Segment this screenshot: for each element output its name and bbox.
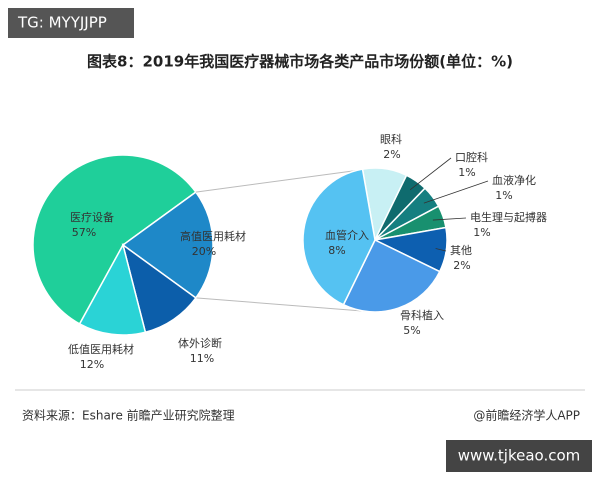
slice-value: 20% [192, 245, 216, 258]
leader-line [423, 180, 489, 204]
site: www.tjkeao.com [458, 447, 581, 465]
watermark-box [8, 8, 134, 38]
leader-line [409, 157, 452, 191]
breakdown-value: 1% [458, 166, 475, 179]
watermark: TG: MYYJJPP [17, 14, 107, 32]
breakdown-label: 眼科 [380, 132, 402, 146]
leader-line [432, 217, 467, 221]
breakdown-value: 2% [453, 259, 470, 272]
slice-value: 57% [72, 226, 96, 239]
source: 资料来源：Eshare 前瞻产业研究院整理 [22, 408, 235, 423]
slice-label: 低值医用耗材 [68, 342, 134, 356]
breakdown-label: 口腔科 [455, 150, 488, 164]
pie-slice [78, 242, 147, 336]
chart-title: 图表8：2019年我国医疗器械市场各类产品市场份额(单位：%) [87, 53, 513, 71]
leader-line [435, 248, 447, 252]
pie-slice [121, 191, 214, 299]
slice-label: 高值医用耗材 [180, 229, 246, 243]
breakdown-label: 其他 [450, 244, 472, 257]
pie-slice [32, 154, 197, 325]
breakdown-label: 骨科植入 [400, 308, 444, 322]
credit: @前瞻经济学人APP [473, 408, 580, 423]
breakdown-slice [302, 168, 376, 306]
breakdown-label: 血液净化 [492, 173, 536, 187]
breakdown-value: 1% [473, 226, 490, 239]
slice-value: 12% [80, 358, 104, 371]
breakdown-value: 2% [383, 148, 400, 161]
breakdown-value: 8% [328, 244, 345, 257]
breakdown-value: 5% [403, 324, 420, 337]
breakdown-value: 1% [495, 189, 512, 202]
connector [195, 167, 376, 193]
site-box [446, 440, 592, 472]
breakdown-label: 血管介入 [325, 228, 369, 242]
slice-label: 医疗设备 [70, 210, 114, 224]
connector [195, 297, 376, 313]
breakdown-slice [342, 238, 441, 313]
breakdown-label: 电生理与起搏器 [470, 210, 547, 224]
slice-value: 11% [190, 352, 214, 365]
slice-label: 体外诊断 [178, 336, 222, 350]
